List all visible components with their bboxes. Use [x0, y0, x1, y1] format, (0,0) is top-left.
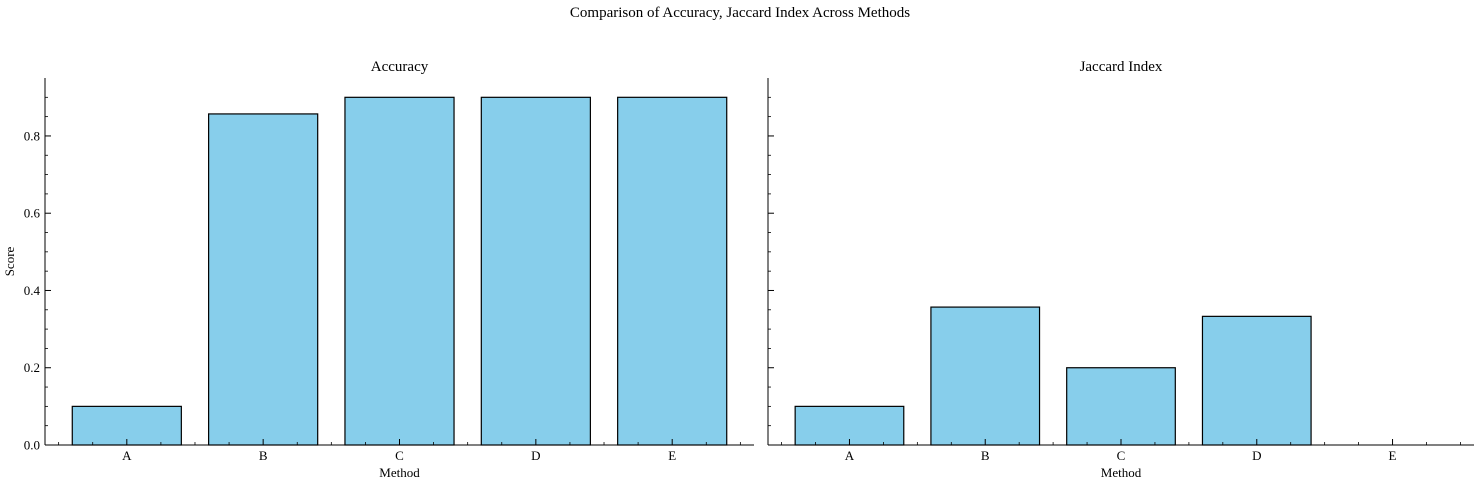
jaccard-index-x-tick-label-c: C	[1117, 448, 1126, 463]
jaccard-index-title: Jaccard Index	[1080, 59, 1163, 75]
accuracy-bar-c	[344, 96, 455, 446]
accuracy-x-tick-label-b: B	[259, 448, 268, 463]
jaccard-index-bar-d	[1201, 315, 1312, 446]
accuracy-x-tick-label-c: C	[395, 448, 404, 463]
accuracy-y-tick-label: 0.4	[24, 283, 41, 298]
jaccard-index-bar-b	[930, 306, 1041, 446]
accuracy-x-label: Method	[379, 465, 420, 480]
accuracy-y-tick-label: 0.0	[24, 438, 40, 453]
panel-accuracy: 0.0 0.2 0.4 0.6 0.8 A B C D E Accuracy Method Score	[2, 59, 754, 480]
accuracy-bar-d	[480, 96, 591, 446]
accuracy-y-tick-label: 0.6	[24, 206, 41, 221]
jaccard-index-bar-c	[1066, 367, 1176, 446]
accuracy-y-label: Score	[2, 246, 17, 276]
accuracy-x-tick-label-e: E	[668, 448, 676, 463]
accuracy-x-tick-label-a: A	[122, 448, 132, 463]
accuracy-x-tick-label-d: D	[531, 448, 540, 463]
panel-jaccard-index: A B C D E Jaccard Index Method	[767, 59, 1474, 480]
jaccard-index-x-label: Method	[1101, 465, 1142, 480]
accuracy-y-tick-label: 0.8	[24, 128, 40, 143]
jaccard-index-x-tick-label-a: A	[845, 448, 855, 463]
accuracy-y-tick-label: 0.2	[24, 360, 40, 375]
accuracy-bar-e	[617, 96, 728, 446]
jaccard-index-x-tick-label-d: D	[1252, 448, 1261, 463]
accuracy-bar-a	[71, 405, 182, 446]
jaccard-index-x-tick-label-b: B	[981, 448, 990, 463]
accuracy-title: Accuracy	[371, 59, 429, 75]
accuracy-bar-b	[208, 113, 319, 446]
jaccard-index-x-tick-label-e: E	[1389, 448, 1397, 463]
figure-title: Comparison of Accuracy, Jaccard Index Ac…	[570, 5, 910, 21]
